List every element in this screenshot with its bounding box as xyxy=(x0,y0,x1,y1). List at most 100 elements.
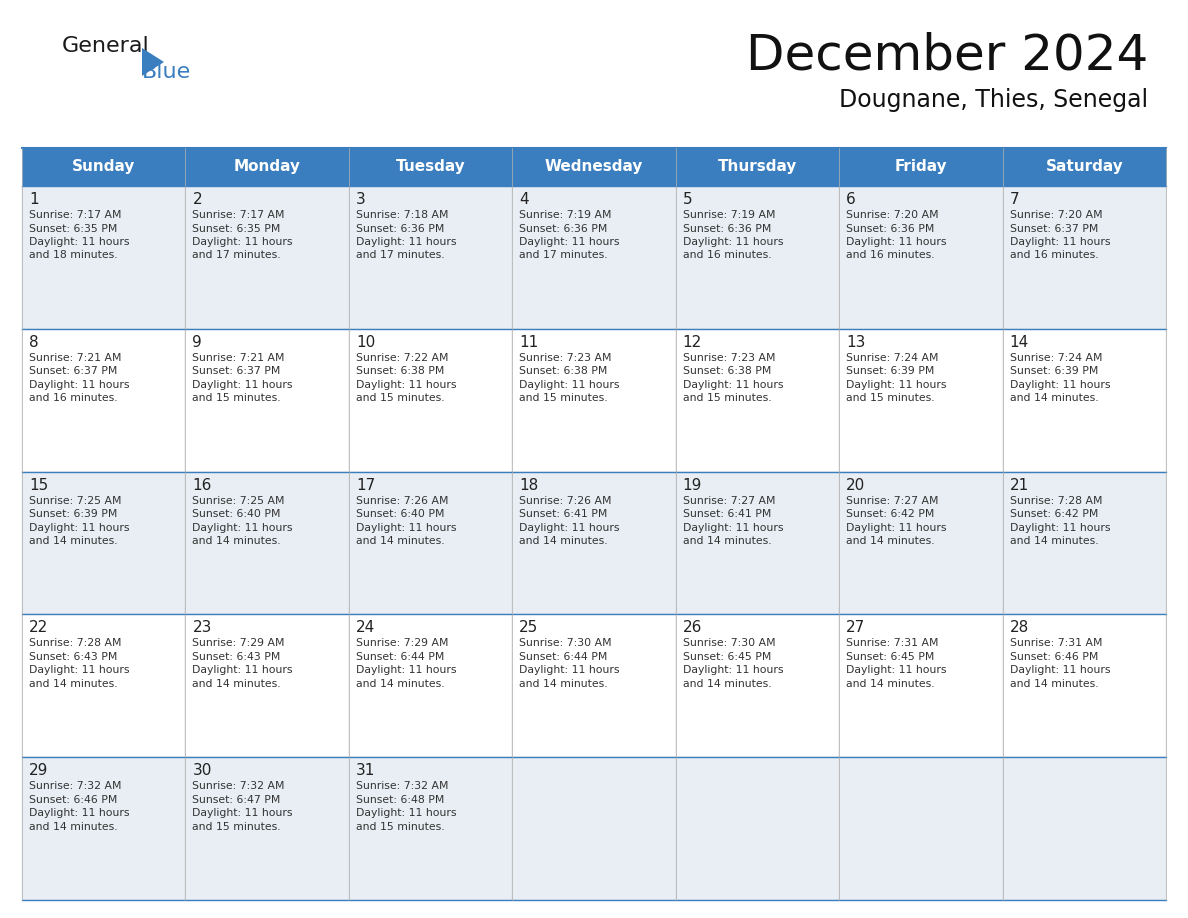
Bar xyxy=(512,329,676,472)
Text: Sunset: 6:40 PM: Sunset: 6:40 PM xyxy=(356,509,444,519)
Text: and 14 minutes.: and 14 minutes. xyxy=(356,679,444,688)
Text: Daylight: 11 hours: Daylight: 11 hours xyxy=(29,380,129,390)
Text: Daylight: 11 hours: Daylight: 11 hours xyxy=(683,522,783,532)
Text: 11: 11 xyxy=(519,335,538,350)
Bar xyxy=(512,757,676,900)
Text: Sunrise: 7:23 AM: Sunrise: 7:23 AM xyxy=(683,353,776,363)
Bar xyxy=(512,186,676,329)
Text: and 14 minutes.: and 14 minutes. xyxy=(846,679,935,688)
Text: Tuesday: Tuesday xyxy=(396,160,466,174)
Text: Sunrise: 7:24 AM: Sunrise: 7:24 AM xyxy=(1010,353,1102,363)
Text: Sunset: 6:46 PM: Sunset: 6:46 PM xyxy=(1010,652,1098,662)
Text: Sunrise: 7:22 AM: Sunrise: 7:22 AM xyxy=(356,353,448,363)
Text: Sunrise: 7:29 AM: Sunrise: 7:29 AM xyxy=(192,638,285,648)
Text: Daylight: 11 hours: Daylight: 11 hours xyxy=(192,237,293,247)
Text: Sunset: 6:43 PM: Sunset: 6:43 PM xyxy=(29,652,118,662)
Text: Sunrise: 7:20 AM: Sunrise: 7:20 AM xyxy=(1010,210,1102,220)
Text: Sunset: 6:46 PM: Sunset: 6:46 PM xyxy=(29,795,118,805)
Bar xyxy=(839,186,1003,329)
Text: Sunset: 6:40 PM: Sunset: 6:40 PM xyxy=(192,509,280,519)
Text: Sunrise: 7:26 AM: Sunrise: 7:26 AM xyxy=(519,496,612,506)
Text: Sunrise: 7:32 AM: Sunrise: 7:32 AM xyxy=(192,781,285,791)
Text: Sunrise: 7:17 AM: Sunrise: 7:17 AM xyxy=(29,210,121,220)
Text: and 14 minutes.: and 14 minutes. xyxy=(846,536,935,546)
Text: and 14 minutes.: and 14 minutes. xyxy=(29,822,118,832)
Text: Daylight: 11 hours: Daylight: 11 hours xyxy=(356,380,456,390)
Bar xyxy=(185,614,349,757)
Text: Thursday: Thursday xyxy=(718,160,797,174)
Text: Sunset: 6:39 PM: Sunset: 6:39 PM xyxy=(1010,366,1098,376)
Text: and 17 minutes.: and 17 minutes. xyxy=(519,251,608,261)
Text: 15: 15 xyxy=(29,477,49,493)
Text: Daylight: 11 hours: Daylight: 11 hours xyxy=(683,380,783,390)
Bar xyxy=(349,329,512,472)
Text: 9: 9 xyxy=(192,335,202,350)
Text: Sunset: 6:37 PM: Sunset: 6:37 PM xyxy=(29,366,118,376)
Text: and 15 minutes.: and 15 minutes. xyxy=(192,822,282,832)
Bar xyxy=(185,472,349,614)
Text: Sunrise: 7:20 AM: Sunrise: 7:20 AM xyxy=(846,210,939,220)
Text: Daylight: 11 hours: Daylight: 11 hours xyxy=(683,237,783,247)
Text: Blue: Blue xyxy=(143,62,191,82)
Text: Sunset: 6:47 PM: Sunset: 6:47 PM xyxy=(192,795,280,805)
Text: Sunset: 6:36 PM: Sunset: 6:36 PM xyxy=(846,223,935,233)
Bar xyxy=(185,148,349,186)
Text: Daylight: 11 hours: Daylight: 11 hours xyxy=(519,666,620,676)
Text: and 14 minutes.: and 14 minutes. xyxy=(192,536,282,546)
Bar xyxy=(676,472,839,614)
Bar xyxy=(23,329,185,472)
Text: 20: 20 xyxy=(846,477,865,493)
Text: Sunset: 6:41 PM: Sunset: 6:41 PM xyxy=(683,509,771,519)
Text: 4: 4 xyxy=(519,192,529,207)
Text: and 14 minutes.: and 14 minutes. xyxy=(29,679,118,688)
Text: Daylight: 11 hours: Daylight: 11 hours xyxy=(1010,380,1110,390)
Text: Daylight: 11 hours: Daylight: 11 hours xyxy=(356,522,456,532)
Text: Sunrise: 7:28 AM: Sunrise: 7:28 AM xyxy=(1010,496,1102,506)
Text: Daylight: 11 hours: Daylight: 11 hours xyxy=(846,522,947,532)
Text: Sunrise: 7:24 AM: Sunrise: 7:24 AM xyxy=(846,353,939,363)
Text: Sunrise: 7:30 AM: Sunrise: 7:30 AM xyxy=(683,638,776,648)
Text: 29: 29 xyxy=(29,763,49,778)
Bar xyxy=(512,148,676,186)
Text: Monday: Monday xyxy=(234,160,301,174)
Text: Sunrise: 7:28 AM: Sunrise: 7:28 AM xyxy=(29,638,121,648)
Text: and 14 minutes.: and 14 minutes. xyxy=(519,536,608,546)
Bar xyxy=(23,472,185,614)
Text: and 15 minutes.: and 15 minutes. xyxy=(846,393,935,403)
Text: Daylight: 11 hours: Daylight: 11 hours xyxy=(29,522,129,532)
Text: 13: 13 xyxy=(846,335,866,350)
Text: Sunset: 6:39 PM: Sunset: 6:39 PM xyxy=(846,366,935,376)
Text: and 14 minutes.: and 14 minutes. xyxy=(519,679,608,688)
Bar xyxy=(1003,186,1165,329)
Text: Sunrise: 7:31 AM: Sunrise: 7:31 AM xyxy=(846,638,939,648)
Text: Daylight: 11 hours: Daylight: 11 hours xyxy=(1010,666,1110,676)
Text: and 14 minutes.: and 14 minutes. xyxy=(29,536,118,546)
Text: Daylight: 11 hours: Daylight: 11 hours xyxy=(192,666,293,676)
Text: Friday: Friday xyxy=(895,160,947,174)
Text: 18: 18 xyxy=(519,477,538,493)
Text: Daylight: 11 hours: Daylight: 11 hours xyxy=(846,380,947,390)
Text: Sunset: 6:37 PM: Sunset: 6:37 PM xyxy=(192,366,280,376)
Text: Sunrise: 7:21 AM: Sunrise: 7:21 AM xyxy=(29,353,121,363)
Bar xyxy=(676,148,839,186)
Text: and 15 minutes.: and 15 minutes. xyxy=(356,393,444,403)
Bar xyxy=(839,757,1003,900)
Text: and 14 minutes.: and 14 minutes. xyxy=(356,536,444,546)
Text: Saturday: Saturday xyxy=(1045,160,1123,174)
Bar xyxy=(23,757,185,900)
Text: Sunrise: 7:29 AM: Sunrise: 7:29 AM xyxy=(356,638,448,648)
Text: and 15 minutes.: and 15 minutes. xyxy=(683,393,771,403)
Bar xyxy=(185,329,349,472)
Text: 10: 10 xyxy=(356,335,375,350)
Text: Sunset: 6:35 PM: Sunset: 6:35 PM xyxy=(192,223,280,233)
Text: Sunrise: 7:26 AM: Sunrise: 7:26 AM xyxy=(356,496,448,506)
Bar xyxy=(676,614,839,757)
Text: Sunset: 6:38 PM: Sunset: 6:38 PM xyxy=(356,366,444,376)
Bar xyxy=(839,329,1003,472)
Text: 6: 6 xyxy=(846,192,855,207)
Text: Sunday: Sunday xyxy=(72,160,135,174)
Text: 1: 1 xyxy=(29,192,39,207)
Bar xyxy=(839,472,1003,614)
Text: and 17 minutes.: and 17 minutes. xyxy=(192,251,282,261)
Text: and 16 minutes.: and 16 minutes. xyxy=(1010,251,1098,261)
